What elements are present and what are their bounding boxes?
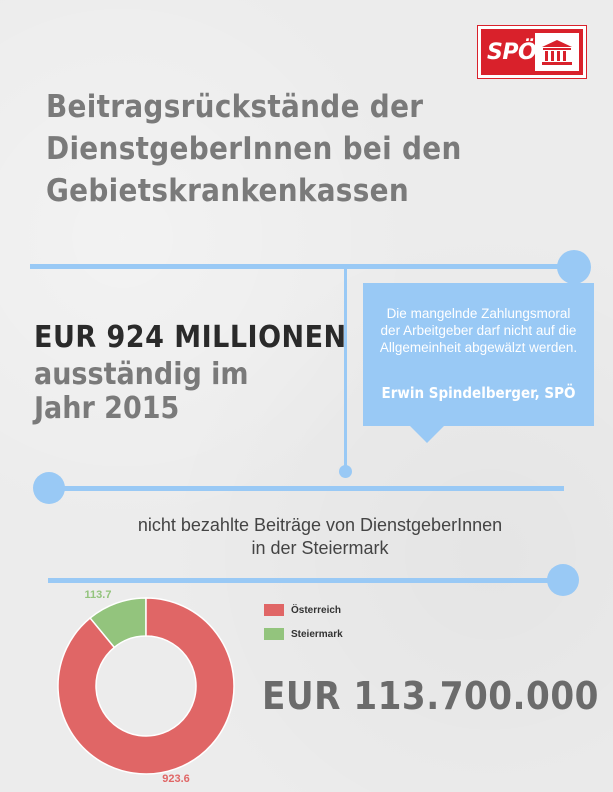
- divider-dot-3: [547, 564, 579, 596]
- legend-item-osterreich: Österreich: [264, 598, 343, 622]
- subtitle-line-2: in der Steiermark: [251, 538, 389, 558]
- slice-osterreich: [57, 597, 235, 775]
- legend-swatch-steiermark: [264, 628, 284, 640]
- logo-text: SPÖ: [487, 39, 537, 65]
- vertical-line: [344, 268, 347, 468]
- headline-sub: ausständig im Jahr 2015: [34, 357, 249, 426]
- subtitle-line-1: nicht bezahlte Beiträge von DienstgeberI…: [137, 515, 503, 535]
- legend-swatch-osterreich: [264, 604, 284, 616]
- spo-logo: SPÖ: [478, 26, 586, 78]
- data-label-osterreich: 923.6: [162, 773, 190, 785]
- title-line-3: Gebietskrankenkassen: [46, 173, 409, 209]
- quote-box: Die mangelnde Zahlungsmoral der Arbeitge…: [363, 283, 594, 426]
- legend-item-steiermark: Steiermark: [264, 622, 343, 646]
- big-amount: EUR 113.700.000: [262, 674, 599, 718]
- chart-legend: Österreich Steiermark: [264, 598, 343, 646]
- page-title: Beitragsrückstände der DienstgeberInnen …: [46, 86, 476, 212]
- quote-tail: [409, 425, 445, 443]
- divider-line-2: [52, 486, 564, 491]
- title-line-1: Beitragsrückstände der: [46, 89, 424, 125]
- divider-dot-1: [557, 250, 591, 284]
- quote-text: Die mangelnde Zahlungsmoral der Arbeitge…: [379, 306, 578, 355]
- vertical-line-dot: [339, 465, 352, 478]
- divider-line-1: [30, 264, 578, 269]
- parliament-icon: [535, 33, 579, 71]
- legend-label-osterreich: Österreich: [291, 604, 342, 616]
- donut-chart: 113.7 923.6: [57, 589, 235, 785]
- legend-label-steiermark: Steiermark: [291, 628, 343, 640]
- headline-amount: EUR 924 MILLIONEN: [34, 320, 347, 355]
- divider-dot-2: [33, 472, 65, 504]
- title-line-2: DienstgeberInnen bei den: [46, 131, 462, 167]
- data-label-steiermark: 113.7: [85, 589, 112, 601]
- chart-subtitle: nicht bezahlte Beiträge von DienstgeberI…: [60, 514, 580, 560]
- quote-author: Erwin Spindelberger, SPÖ: [381, 384, 576, 402]
- divider-line-3: [48, 578, 568, 583]
